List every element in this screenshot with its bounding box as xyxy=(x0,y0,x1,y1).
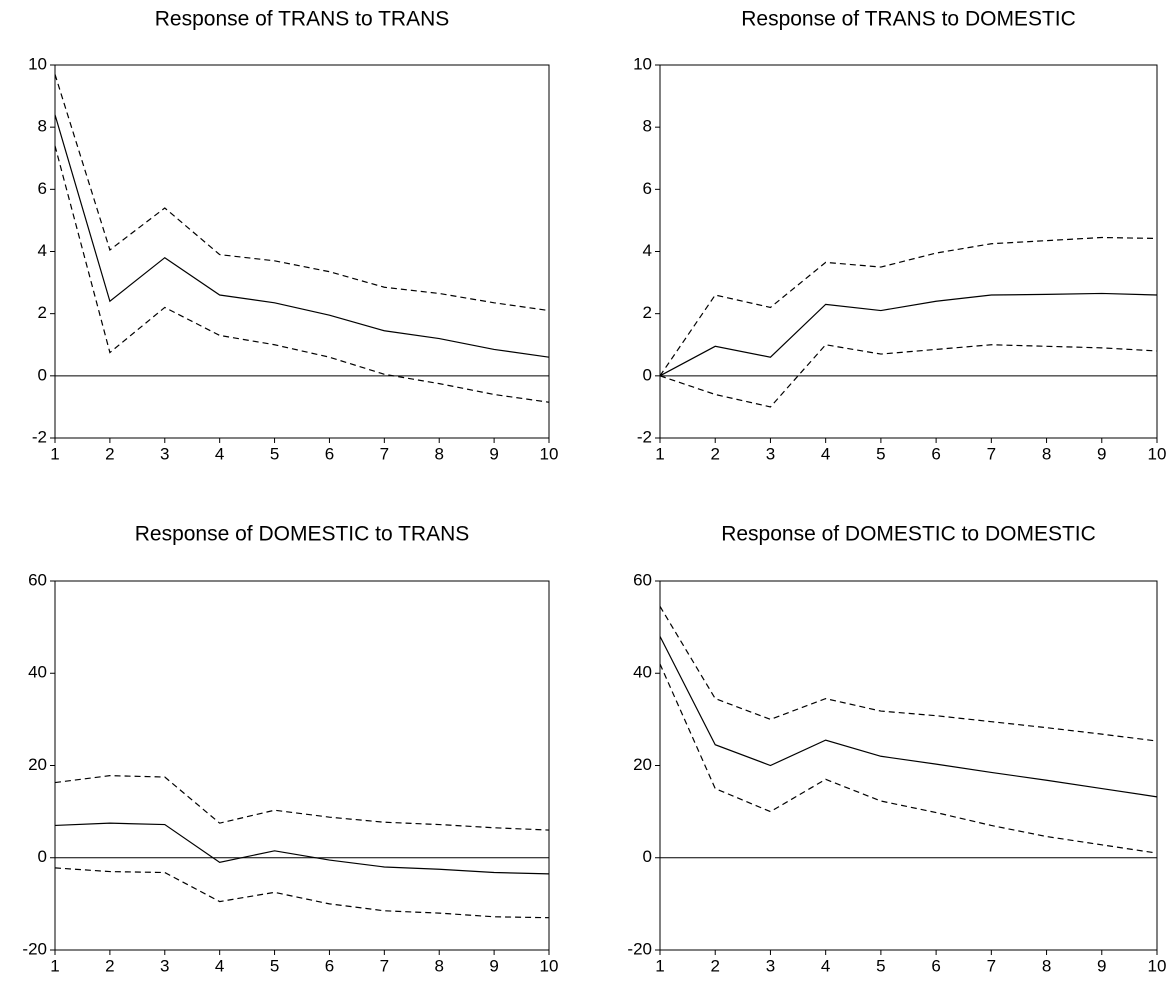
x-tick-label: 4 xyxy=(215,956,224,975)
x-tick-label: 10 xyxy=(540,956,559,975)
x-tick-label: 1 xyxy=(50,956,59,975)
y-tick-label: -2 xyxy=(637,427,652,446)
plot-frame xyxy=(54,580,550,951)
y-tick-label: 8 xyxy=(38,117,47,136)
y-tick-label: -2 xyxy=(32,427,47,446)
y-tick-label: 0 xyxy=(38,365,47,384)
x-tick-label: 8 xyxy=(434,956,443,975)
x-tick-label: 10 xyxy=(1148,956,1167,975)
x-tick-label: 9 xyxy=(1097,444,1106,463)
y-tick-label: 6 xyxy=(643,179,652,198)
confidence-band xyxy=(659,663,1158,854)
y-tick-label: 10 xyxy=(633,54,652,73)
x-tick-label: 2 xyxy=(105,956,114,975)
y-tick-label: 6 xyxy=(38,179,47,198)
chart-title: Response of DOMESTIC to DOMESTIC xyxy=(721,523,1096,546)
x-tick-label: 3 xyxy=(160,444,169,463)
y-tick-label: 40 xyxy=(28,663,47,682)
plot-frame xyxy=(659,580,1158,951)
x-tick-label: 2 xyxy=(710,956,719,975)
y-tick-label: 0 xyxy=(643,365,652,384)
y-tick-label: 2 xyxy=(38,303,47,322)
confidence-band xyxy=(659,236,1158,377)
x-tick-label: 4 xyxy=(821,956,830,975)
x-tick-label: 4 xyxy=(821,444,830,463)
response-line xyxy=(659,636,1158,798)
y-tick-label: 40 xyxy=(633,663,652,682)
confidence-band xyxy=(54,867,550,919)
x-tick-label: 6 xyxy=(931,444,940,463)
x-tick-label: 1 xyxy=(50,444,59,463)
x-tick-label: 9 xyxy=(489,956,498,975)
x-tick-label: 7 xyxy=(380,444,389,463)
chart-title: Response of TRANS to DOMESTIC xyxy=(741,8,1076,31)
y-tick-label: 20 xyxy=(28,755,47,774)
x-tick-label: 3 xyxy=(766,956,775,975)
y-tick-label: -20 xyxy=(627,939,652,958)
y-tick-label: -20 xyxy=(22,939,47,958)
x-tick-label: 2 xyxy=(710,444,719,463)
response-line xyxy=(659,292,1158,377)
chart-title: Response of DOMESTIC to TRANS xyxy=(135,523,470,546)
y-tick-label: 10 xyxy=(28,54,47,73)
confidence-band xyxy=(659,344,1158,408)
response-line xyxy=(54,114,550,358)
response-line xyxy=(54,822,550,875)
x-tick-label: 5 xyxy=(270,444,279,463)
x-tick-label: 6 xyxy=(931,956,940,975)
x-tick-label: 9 xyxy=(1097,956,1106,975)
x-tick-label: 3 xyxy=(766,444,775,463)
x-tick-label: 8 xyxy=(434,444,443,463)
x-tick-label: 4 xyxy=(215,444,224,463)
y-tick-label: 4 xyxy=(38,241,47,260)
plot-frame xyxy=(54,64,550,439)
confidence-band xyxy=(54,775,550,831)
y-tick-label: 8 xyxy=(643,117,652,136)
x-tick-label: 10 xyxy=(540,444,559,463)
confidence-band xyxy=(659,606,1158,742)
x-tick-label: 9 xyxy=(489,444,498,463)
y-tick-label: 0 xyxy=(38,847,47,866)
x-tick-label: 5 xyxy=(876,956,885,975)
x-tick-label: 5 xyxy=(876,444,885,463)
x-tick-label: 10 xyxy=(1148,444,1167,463)
x-tick-label: 1 xyxy=(655,956,664,975)
y-tick-label: 20 xyxy=(633,755,652,774)
x-tick-label: 8 xyxy=(1042,444,1051,463)
x-tick-label: 8 xyxy=(1042,956,1051,975)
confidence-band xyxy=(54,74,550,312)
x-tick-label: 6 xyxy=(325,956,334,975)
x-tick-label: 6 xyxy=(325,444,334,463)
x-tick-label: 3 xyxy=(160,956,169,975)
confidence-band xyxy=(54,145,550,403)
y-tick-label: 4 xyxy=(643,241,652,260)
x-tick-label: 2 xyxy=(105,444,114,463)
x-tick-label: 7 xyxy=(987,956,996,975)
y-tick-label: 2 xyxy=(643,303,652,322)
x-tick-label: 7 xyxy=(987,444,996,463)
y-tick-label: 60 xyxy=(633,570,652,589)
y-tick-label: 0 xyxy=(643,847,652,866)
x-tick-label: 1 xyxy=(655,444,664,463)
x-tick-label: 5 xyxy=(270,956,279,975)
x-tick-label: 7 xyxy=(380,956,389,975)
y-tick-label: 60 xyxy=(28,570,47,589)
chart-title: Response of TRANS to TRANS xyxy=(155,8,450,31)
plot-frame xyxy=(659,64,1158,439)
